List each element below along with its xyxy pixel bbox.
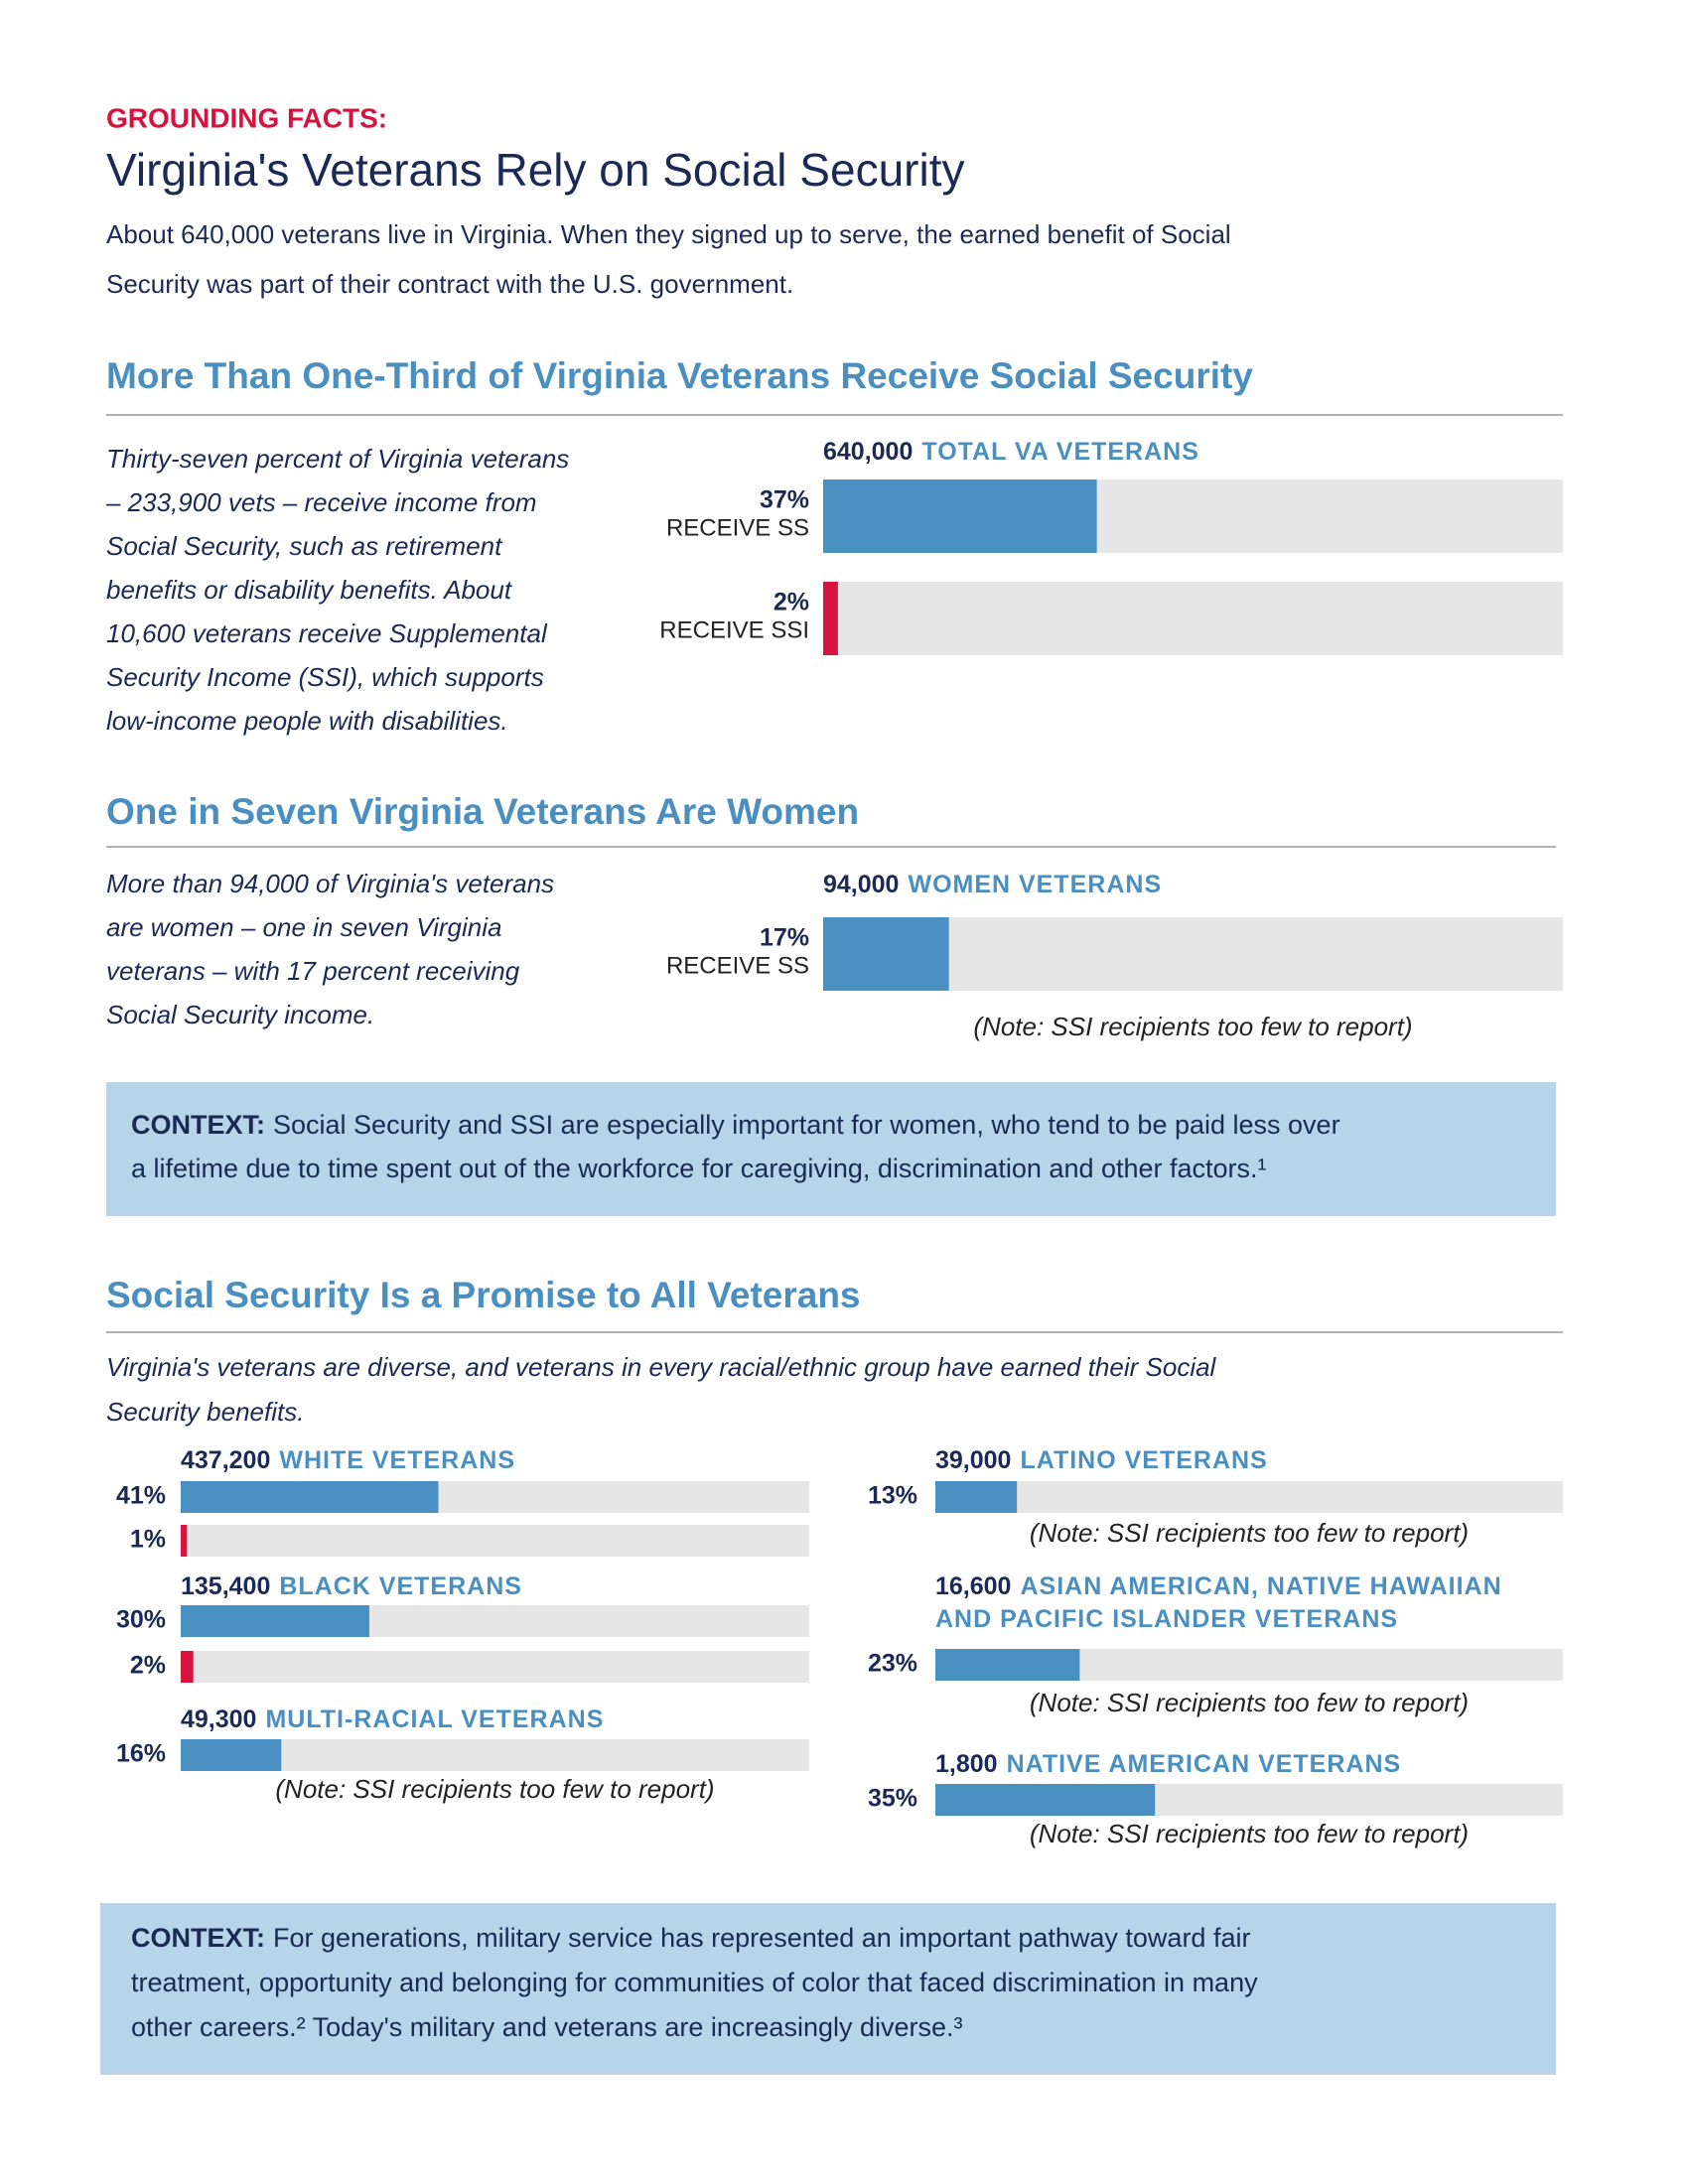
group-label: ASIAN AMERICAN, NATIVE HAWAIIAN (1020, 1572, 1501, 1600)
group-count: 39,000 (935, 1446, 1011, 1474)
bar-value-label: 17% (760, 924, 809, 952)
bar-track (935, 1481, 1563, 1513)
context-text: For generations, military service has re… (273, 1923, 1250, 1953)
section-text: Security Income (SSI), which supports (106, 662, 544, 692)
bar-track (823, 582, 1563, 655)
bar-value-label: 23% (868, 1650, 917, 1678)
bar (823, 582, 838, 655)
section-heading: More Than One-Third of Virginia Veterans… (106, 355, 1253, 396)
bar-track (181, 1651, 809, 1683)
bar-value-label: 35% (868, 1785, 917, 1813)
bar-value-label: 37% (760, 486, 809, 514)
group-count: 135,400 (181, 1572, 270, 1600)
bar (935, 1784, 1156, 1816)
section-text: Thirty-seven percent of Virginia veteran… (106, 444, 569, 474)
bar-track (181, 1739, 809, 1771)
group-title: 94,000 WOMEN VETERANS (823, 871, 1162, 898)
group-title: 49,300 MULTI-RACIAL VETERANS (181, 1706, 604, 1733)
bar (935, 1649, 1080, 1681)
section-text: Social Security income. (106, 1000, 374, 1029)
group-count: 1,800 (935, 1750, 998, 1778)
bar (181, 1481, 439, 1513)
bar-caption: RECEIVE SS (666, 514, 809, 541)
context-label: CONTEXT: (131, 1110, 265, 1140)
bar-value-label: 30% (116, 1606, 166, 1634)
section-text: Virginia's veterans are diverse, and vet… (106, 1352, 1217, 1382)
intro-text: About 640,000 veterans live in Virginia.… (106, 219, 1231, 249)
note: (Note: SSI recipients too few to report) (275, 1774, 714, 1804)
context-box (100, 1903, 1556, 2075)
context-text: Social Security and SSI are especially i… (273, 1110, 1340, 1140)
group-title: AND PACIFIC ISLANDER VETERANS (935, 1605, 1398, 1633)
section-text: are women – one in seven Virginia (106, 912, 501, 942)
context-line: other careers.² Today's military and vet… (131, 2012, 963, 2042)
section-text: 10,600 veterans receive Supplemental (106, 618, 548, 648)
group-count: 437,200 (181, 1446, 270, 1474)
group-count: 640,000 (823, 438, 913, 466)
context-line: treatment, opportunity and belonging for… (131, 1968, 1258, 1997)
context-box (106, 1082, 1556, 1216)
section-text: More than 94,000 of Virginia's veterans (106, 869, 554, 898)
bar-caption: RECEIVE SSI (659, 616, 809, 643)
group-title: 135,400 BLACK VETERANS (181, 1572, 522, 1600)
group-label: WOMEN VETERANS (908, 871, 1162, 898)
context-text: a lifetime due to time spent out of the … (131, 1154, 1267, 1183)
group-count: 49,300 (181, 1706, 256, 1733)
group-title: 1,800 NATIVE AMERICAN VETERANS (935, 1750, 1401, 1778)
page-title: Virginia's Veterans Rely on Social Secur… (106, 144, 964, 196)
bar (823, 917, 949, 991)
section-text: – 233,900 vets – receive income from (105, 487, 537, 517)
bar (181, 1651, 194, 1683)
note: (Note: SSI recipients too few to report) (1030, 1518, 1469, 1548)
group-label: MULTI-RACIAL VETERANS (265, 1706, 604, 1733)
context-line: CONTEXT: Social Security and SSI are espe… (131, 1110, 1340, 1140)
bar (181, 1605, 369, 1637)
group-count: 16,600 (935, 1572, 1011, 1600)
bar-value-label: 2% (774, 589, 809, 616)
group-label: WHITE VETERANS (279, 1446, 515, 1474)
note: (Note: SSI recipients too few to report) (973, 1012, 1412, 1041)
section-text: Social Security, such as retirement (106, 531, 503, 561)
bar (181, 1739, 282, 1771)
section-heading: Social Security Is a Promise to All Vete… (106, 1275, 861, 1315)
section-heading: One in Seven Virginia Veterans Are Women (106, 791, 859, 832)
section-text: low-income people with disabilities. (106, 706, 508, 736)
context-line: CONTEXT: For generations, military servic… (131, 1923, 1250, 1953)
group-label: TOTAL VA VETERANS (921, 438, 1199, 466)
bar-value-label: 13% (868, 1482, 917, 1510)
section-text: Security benefits. (106, 1397, 304, 1427)
note: (Note: SSI recipients too few to report) (1030, 1688, 1469, 1717)
bar (181, 1525, 188, 1557)
group-label: AND PACIFIC ISLANDER VETERANS (935, 1605, 1398, 1633)
group-label: BLACK VETERANS (279, 1572, 522, 1600)
group-label: NATIVE AMERICAN VETERANS (1007, 1750, 1402, 1778)
context-label: CONTEXT: (131, 1923, 265, 1953)
group-title: 16,600 ASIAN AMERICAN, NATIVE HAWAIIAN (935, 1572, 1502, 1600)
bar-track (181, 1525, 809, 1557)
group-label: LATINO VETERANS (1020, 1446, 1267, 1474)
bar (935, 1481, 1018, 1513)
kicker: GROUNDING FACTS: (106, 102, 387, 133)
group-title: 640,000 TOTAL VA VETERANS (823, 438, 1199, 466)
context-text: other careers.² Today's military and vet… (131, 2012, 963, 2042)
bar-value-label: 41% (116, 1482, 166, 1510)
bar-caption: RECEIVE SS (666, 952, 809, 979)
context-line: a lifetime due to time spent out of the … (131, 1154, 1267, 1183)
intro-text: Security was part of their contract with… (106, 269, 793, 299)
group-count: 94,000 (823, 871, 899, 898)
bar-value-label: 2% (130, 1652, 166, 1680)
note: (Note: SSI recipients too few to report) (1030, 1819, 1469, 1848)
section-text: veterans – with 17 percent receiving (106, 956, 520, 986)
bar-value-label: 16% (116, 1740, 166, 1768)
section-text: benefits or disability benefits. About (106, 575, 513, 605)
group-title: 39,000 LATINO VETERANS (935, 1446, 1268, 1474)
bar (823, 479, 1097, 553)
context-text: treatment, opportunity and belonging for… (131, 1968, 1258, 1997)
bar-value-label: 1% (130, 1526, 166, 1554)
group-title: 437,200 WHITE VETERANS (181, 1446, 515, 1474)
